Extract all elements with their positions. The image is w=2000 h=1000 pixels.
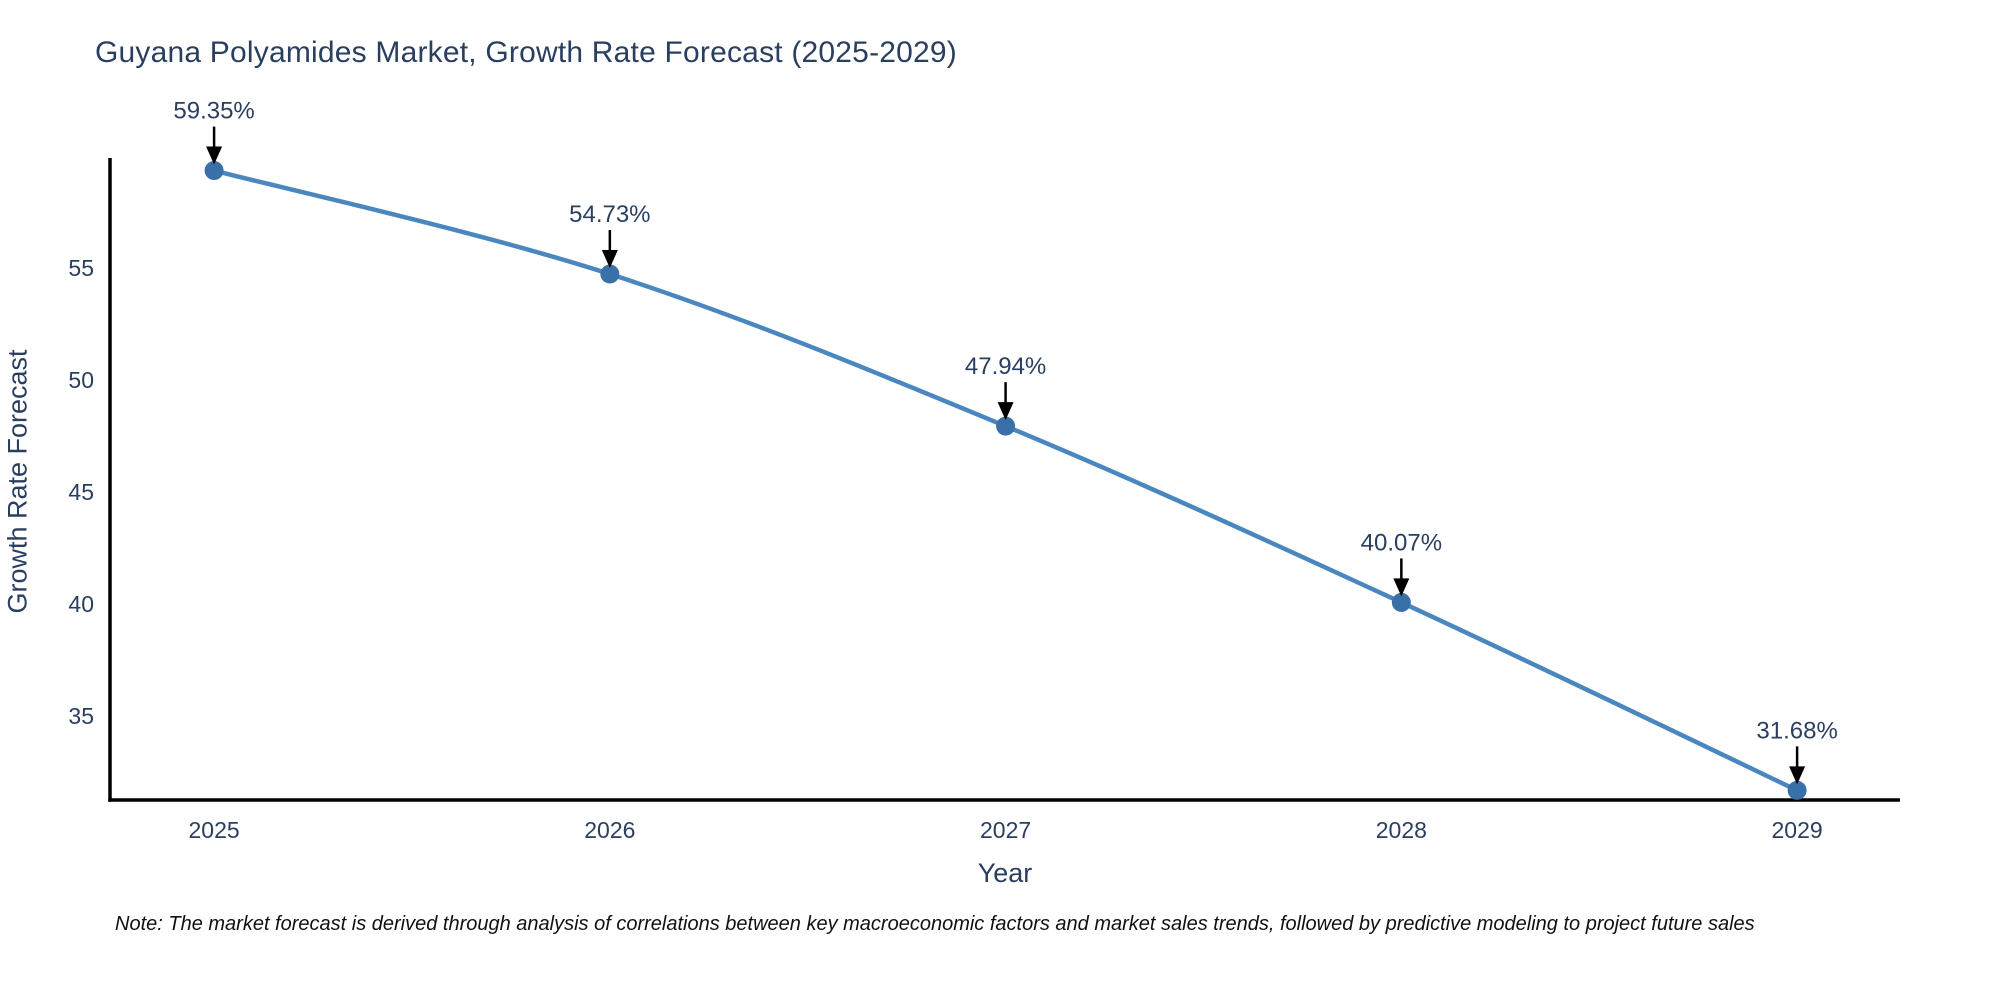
y-tick-label-40: 40 — [68, 591, 94, 617]
annotation-label-2025: 59.35% — [173, 98, 254, 125]
annotation-arrow-head-2026 — [601, 250, 618, 269]
x-axis-title: Year — [977, 858, 1033, 888]
annotation-label-2029: 31.68% — [1756, 717, 1837, 744]
y-tick-label-35: 35 — [68, 703, 94, 729]
y-tick-label-45: 45 — [68, 479, 94, 505]
data-point-2028 — [1391, 592, 1411, 612]
x-tick-label-2029: 2029 — [1772, 817, 1823, 843]
data-point-2027 — [996, 416, 1016, 436]
annotation-label-2026: 54.73% — [569, 201, 650, 228]
x-tick-label-2026: 2026 — [584, 817, 635, 843]
y-tick-label-50: 50 — [68, 367, 94, 393]
annotation-label-2027: 47.94% — [965, 353, 1046, 380]
data-point-2025 — [204, 161, 224, 181]
annotation-arrow-head-2027 — [997, 402, 1014, 421]
x-tick-label-2025: 2025 — [188, 817, 239, 843]
annotation-label-2028: 40.07% — [1361, 529, 1442, 556]
x-tick-label-2027: 2027 — [980, 817, 1031, 843]
annotation-arrow-head-2029 — [1789, 766, 1806, 785]
series-line — [213, 168, 1799, 793]
annotation-arrow-head-2025 — [206, 146, 223, 165]
y-tick-label-55: 55 — [68, 255, 94, 281]
annotation-arrow-head-2028 — [1393, 578, 1410, 597]
chart-title: Guyana Polyamides Market, Growth Rate Fo… — [95, 36, 957, 69]
y-axis-title: Growth Rate Forecast — [2, 349, 33, 614]
data-point-2026 — [600, 264, 620, 284]
x-tick-label-2028: 2028 — [1376, 817, 1427, 843]
footnote: Note: The market forecast is derived thr… — [115, 913, 1755, 935]
data-point-2029 — [1787, 780, 1807, 800]
